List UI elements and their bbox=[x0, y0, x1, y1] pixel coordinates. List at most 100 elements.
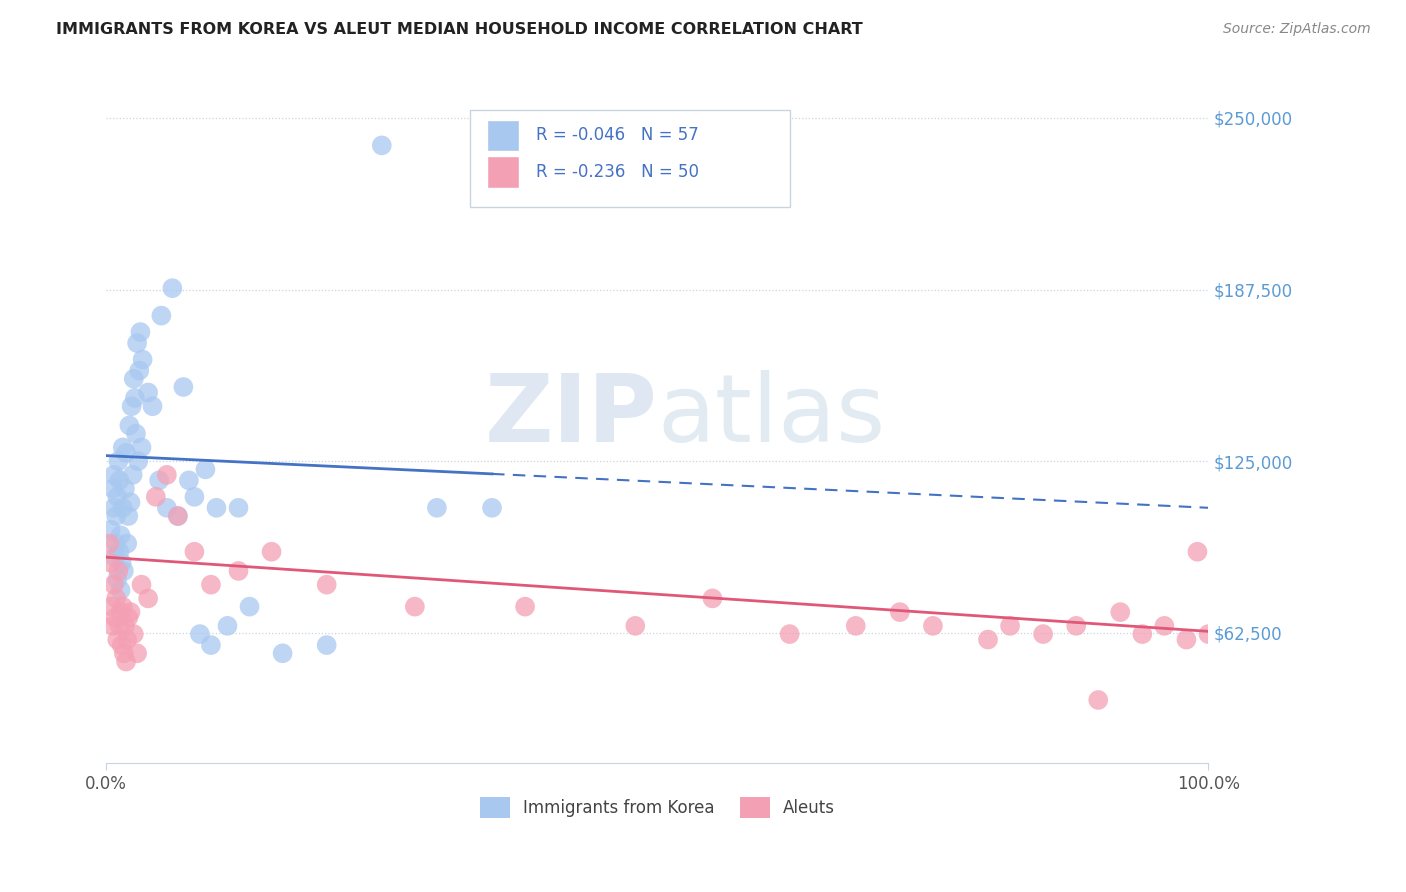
Point bbox=[110, 528, 132, 542]
Point bbox=[162, 281, 184, 295]
Point bbox=[114, 482, 136, 496]
Point bbox=[156, 467, 179, 482]
Point bbox=[118, 418, 141, 433]
Point bbox=[120, 495, 142, 509]
Point bbox=[315, 638, 337, 652]
Point bbox=[121, 467, 143, 482]
Point bbox=[141, 399, 163, 413]
Point bbox=[104, 550, 127, 565]
Point bbox=[105, 591, 128, 606]
Point bbox=[100, 599, 122, 614]
Point bbox=[122, 372, 145, 386]
Point bbox=[128, 363, 150, 377]
Point bbox=[127, 336, 149, 351]
Point bbox=[136, 591, 159, 606]
Point bbox=[271, 646, 294, 660]
FancyBboxPatch shape bbox=[488, 120, 519, 150]
Point bbox=[120, 605, 142, 619]
Point bbox=[260, 545, 283, 559]
Point bbox=[172, 380, 194, 394]
Point bbox=[167, 509, 190, 524]
Point bbox=[156, 500, 179, 515]
Point bbox=[238, 599, 260, 614]
Text: R = -0.236   N = 50: R = -0.236 N = 50 bbox=[536, 163, 699, 181]
Point bbox=[148, 474, 170, 488]
Point bbox=[513, 599, 536, 614]
Point bbox=[977, 632, 1000, 647]
Point bbox=[127, 454, 149, 468]
Point bbox=[108, 474, 131, 488]
Point bbox=[371, 138, 394, 153]
Point bbox=[315, 577, 337, 591]
Point bbox=[121, 399, 143, 413]
Point bbox=[1198, 627, 1220, 641]
Point bbox=[98, 536, 121, 550]
Point bbox=[110, 583, 132, 598]
Point bbox=[124, 391, 146, 405]
Text: ZIP: ZIP bbox=[485, 370, 658, 462]
Point bbox=[105, 490, 128, 504]
Point bbox=[105, 572, 128, 586]
Point bbox=[100, 523, 122, 537]
Point bbox=[845, 619, 868, 633]
Point bbox=[101, 619, 124, 633]
Point bbox=[114, 619, 136, 633]
Text: IMMIGRANTS FROM KOREA VS ALEUT MEDIAN HOUSEHOLD INCOME CORRELATION CHART: IMMIGRANTS FROM KOREA VS ALEUT MEDIAN HO… bbox=[56, 22, 863, 37]
Point bbox=[481, 500, 503, 515]
Point bbox=[103, 467, 125, 482]
Point bbox=[1153, 619, 1175, 633]
Point bbox=[183, 490, 205, 504]
Point bbox=[111, 500, 134, 515]
Point bbox=[889, 605, 911, 619]
Point bbox=[200, 577, 222, 591]
Point bbox=[117, 610, 139, 624]
Point bbox=[115, 446, 138, 460]
Point bbox=[122, 627, 145, 641]
Point bbox=[228, 564, 250, 578]
Point bbox=[111, 599, 134, 614]
Point bbox=[177, 474, 200, 488]
Point bbox=[228, 500, 250, 515]
FancyBboxPatch shape bbox=[488, 157, 519, 186]
Point bbox=[188, 627, 211, 641]
Point bbox=[998, 619, 1021, 633]
FancyBboxPatch shape bbox=[470, 111, 790, 208]
Point bbox=[217, 619, 239, 633]
Point bbox=[205, 500, 228, 515]
Point bbox=[922, 619, 945, 633]
Point bbox=[111, 441, 134, 455]
Point bbox=[702, 591, 724, 606]
Point bbox=[112, 646, 135, 660]
Point bbox=[112, 564, 135, 578]
Point bbox=[108, 619, 131, 633]
Legend: Immigrants from Korea, Aleuts: Immigrants from Korea, Aleuts bbox=[472, 790, 842, 824]
Point bbox=[1109, 605, 1132, 619]
Point bbox=[1187, 545, 1209, 559]
Point bbox=[115, 536, 138, 550]
Point bbox=[200, 638, 222, 652]
Point bbox=[404, 599, 426, 614]
Point bbox=[103, 500, 125, 515]
Point bbox=[105, 536, 128, 550]
Point bbox=[194, 462, 217, 476]
Point bbox=[103, 577, 125, 591]
Point bbox=[131, 577, 153, 591]
Point bbox=[117, 509, 139, 524]
Point bbox=[1130, 627, 1153, 641]
Point bbox=[1087, 693, 1109, 707]
Point bbox=[108, 545, 131, 559]
Text: R = -0.046   N = 57: R = -0.046 N = 57 bbox=[536, 126, 699, 145]
Point bbox=[107, 564, 129, 578]
Point bbox=[110, 605, 132, 619]
Point bbox=[1032, 627, 1054, 641]
Point bbox=[131, 352, 153, 367]
Point bbox=[183, 545, 205, 559]
Point bbox=[129, 325, 152, 339]
Point bbox=[426, 500, 449, 515]
Point bbox=[105, 509, 128, 524]
Point bbox=[1064, 619, 1087, 633]
Text: Source: ZipAtlas.com: Source: ZipAtlas.com bbox=[1223, 22, 1371, 37]
Point bbox=[104, 610, 127, 624]
Point bbox=[136, 385, 159, 400]
Point bbox=[115, 632, 138, 647]
